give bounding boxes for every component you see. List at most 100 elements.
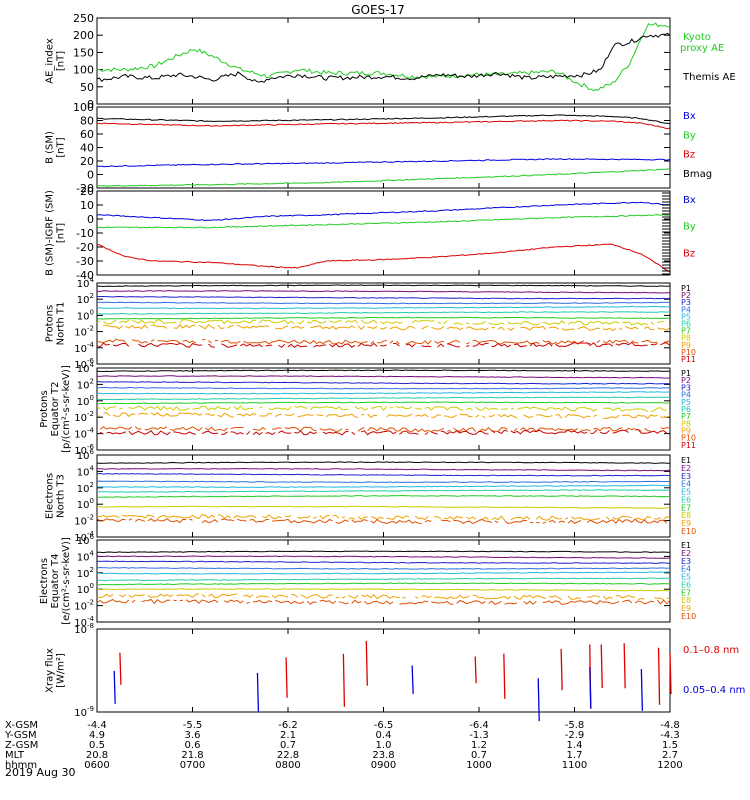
channel-line: [96, 338, 671, 345]
xray-spike-red: [285, 657, 288, 698]
y-axis-label: Equator T4: [50, 554, 61, 609]
y-tick-label: 10-6: [74, 443, 94, 457]
y-tick-label: -40: [76, 269, 94, 282]
orbit-cell: 1100: [562, 760, 587, 771]
y-tick-label: 100: [77, 394, 94, 408]
y-axis-label: AE_index: [45, 38, 56, 84]
channel-line: [96, 582, 670, 586]
channel-line: [96, 571, 670, 575]
y-tick-label: 150: [73, 46, 94, 59]
channel-line: [96, 396, 671, 401]
channel-label: P11: [681, 441, 696, 450]
channel-line: [96, 472, 671, 477]
y-tick-label: 20: [80, 185, 94, 198]
xray-spike-red: [657, 647, 661, 705]
channel-label: P5: [681, 398, 691, 407]
orbit-cell: 0.7: [280, 740, 296, 751]
y-tick-label: 60: [80, 128, 94, 141]
y-tick-label: 104: [77, 361, 95, 375]
orbit-cell: 1.4: [567, 740, 583, 751]
channel-label: P6: [681, 320, 691, 329]
y-axis-label: B (SM): [45, 131, 56, 164]
panel-frame: [96, 17, 671, 105]
orbit-cell: -4.4: [87, 720, 107, 731]
y-axis-label: [nT]: [56, 223, 67, 243]
orbit-cell: 3.6: [185, 730, 201, 741]
y-tick-label: 250: [73, 12, 94, 25]
y-tick-label: -20: [76, 241, 94, 254]
channel-label: P3: [681, 298, 691, 307]
y-axis-label: [nT]: [56, 51, 67, 71]
orbit-cell: 1.2: [471, 740, 487, 751]
xray-spike-blue: [537, 678, 540, 722]
y-tick-label: 102: [77, 566, 94, 580]
series-line: [96, 213, 671, 229]
y-tick-label: 100: [73, 101, 94, 114]
y-tick-label: -20: [76, 182, 94, 195]
orbit-cell: -4.3: [660, 730, 680, 741]
series-line: [96, 22, 671, 92]
orbit-row-label: hhmm: [5, 760, 37, 771]
y-tick-label: 10-2: [74, 514, 94, 528]
channel-label: E9: [681, 604, 691, 613]
channel-line: [96, 505, 671, 509]
channel-line: [96, 480, 670, 484]
channel-line: [97, 320, 670, 325]
y-axis-label: [e/(cm²-s-sr-keV)]: [61, 537, 72, 625]
series-line: [96, 201, 671, 222]
y-tick-label: 10-4: [74, 615, 94, 629]
panel-pe: 104 102 100 10-2 10-4 10-6 Protons Equator T2 [p…: [39, 361, 696, 457]
date-label: 2019 Aug 30: [5, 766, 75, 779]
legend-item: Bx: [683, 111, 696, 122]
series-line: [96, 243, 671, 273]
channel-line: [96, 341, 671, 349]
y-axis-label: Protons: [45, 305, 56, 342]
orbit-cell: 1.7: [567, 750, 583, 761]
xray-spike-blue: [411, 665, 414, 694]
series-line: [96, 158, 671, 168]
orbit-cell: -6.4: [469, 720, 489, 731]
legend-item: Bz: [683, 248, 695, 259]
orbit-cell: -6.2: [278, 720, 298, 731]
channel-line: [103, 324, 671, 332]
channel-line: [96, 375, 670, 379]
panel-xr: 10-8 10-9 Xray flux [W/m²] 0.1–0.8 nm 0.05–0.…: [45, 622, 745, 722]
y-axis-label: [nT]: [56, 137, 67, 157]
xray-spike-red: [342, 653, 346, 707]
channel-label: P9: [681, 341, 691, 350]
y-tick-label: 80: [80, 115, 94, 128]
channel-label: E6: [681, 495, 691, 504]
channel-line: [96, 381, 671, 385]
xray-spike-red: [365, 640, 368, 686]
panel-frame: [96, 628, 671, 713]
panel-frame: [96, 367, 671, 451]
xray-spike-red: [503, 653, 506, 699]
channel-line: [96, 566, 671, 570]
channel-label: P8: [681, 419, 691, 428]
channel-line: [97, 406, 670, 412]
y-tick-label: 102: [77, 377, 94, 391]
orbit-row-label: Z-GSM: [5, 740, 38, 751]
y-tick-label: 100: [77, 308, 94, 322]
orbit-cell: -5.5: [183, 720, 203, 731]
orbit-row-label: MLT: [5, 750, 25, 761]
channel-line: [96, 494, 671, 498]
channel-label: P11: [681, 355, 696, 364]
channel-label: P2: [681, 291, 691, 300]
channel-label: P10: [681, 348, 696, 357]
y-tick-label: 10-2: [74, 410, 94, 424]
y-tick-label: 104: [77, 464, 95, 478]
channel-label: P7: [681, 327, 691, 336]
orbit-cell: 4.9: [89, 730, 105, 741]
orbit-cell: 21.8: [181, 750, 203, 761]
y-tick-label: 10-4: [74, 530, 94, 544]
orbit-cell: 22.8: [277, 750, 299, 761]
channel-label: E2: [681, 549, 691, 558]
channel-label: P10: [681, 434, 696, 443]
channel-label: E4: [681, 480, 691, 489]
orbit-cell: 1200: [657, 760, 682, 771]
channel-line: [96, 484, 671, 489]
